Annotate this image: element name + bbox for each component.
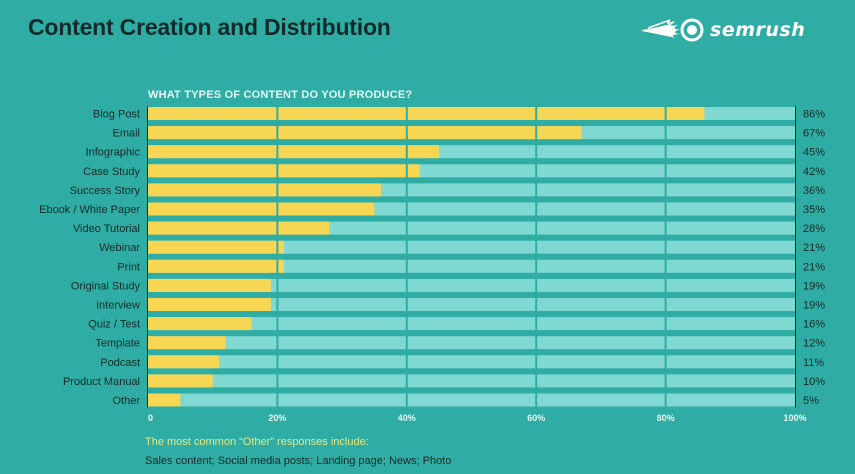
bar-track [148,298,795,311]
category-label: Product Manual [63,376,140,388]
semrush-comet-logo-icon [642,18,704,42]
bar [148,183,381,197]
category-label: Infographic [86,147,141,159]
value-label: 19% [803,300,825,312]
chart-title: WHAT TYPES OF CONTENT DO YOU PRODUCE? [148,89,413,101]
brand-logo: semrush [640,14,840,46]
x-tick-label: 20% [268,413,286,423]
bar [148,278,271,292]
value-label: 28% [803,223,825,235]
bar [148,336,226,350]
bar-track [148,393,795,407]
bar [148,374,213,388]
bar-track [148,278,795,292]
x-tick-label: 40% [398,413,416,423]
page-title: Content Creation and Distribution [28,14,391,40]
value-label: 11% [803,357,824,369]
brand-wordmark: semrush [710,19,806,41]
category-label: Template [95,338,140,350]
value-label: 16% [803,319,825,331]
category-label: Quiz / Test [88,319,140,331]
bar-track [148,355,795,369]
bar [148,145,440,159]
bar [148,126,582,140]
bar [148,259,284,273]
value-label: 10% [803,376,825,388]
category-label: Video Tutorial [73,223,140,235]
value-label: 5% [803,395,819,407]
bar-track [148,240,795,254]
footnote-title: The most common “Other” responses includ… [145,436,369,448]
value-label: 35% [803,204,825,216]
bar-track [148,317,795,331]
category-label: Print [117,261,140,273]
category-label: Other [112,395,140,407]
category-label: Email [112,128,140,140]
bar-track [148,336,795,350]
value-label: 21% [803,261,825,273]
bar [148,107,705,120]
x-tick-label: 80% [657,413,675,423]
value-label: 67% [803,128,825,140]
bar [148,393,181,407]
bar [148,164,420,178]
bar [148,202,375,216]
bar-track [148,374,795,388]
value-label: 12% [803,338,825,350]
category-label: Case Study [83,166,140,178]
bar [148,317,252,331]
bar [148,298,271,311]
footnote-body: Sales content; Social media posts; Landi… [145,455,452,467]
x-tick-label: 0 [148,413,153,423]
value-label: 36% [803,185,825,197]
x-tick-label: 60% [527,413,545,423]
category-label: Blog Post [93,109,140,121]
category-label: Webinar [99,242,140,254]
category-label: Ebook / White Paper [39,204,140,216]
category-label: Original Study [71,280,141,292]
category-label: Success Story [70,185,141,197]
value-label: 45% [803,147,825,159]
category-label: Interview [96,300,140,312]
value-label: 19% [803,280,825,292]
value-label: 86% [803,109,825,121]
bar-track [148,259,795,273]
value-label: 42% [803,166,825,178]
bar [148,221,330,235]
value-label: 21% [803,242,825,254]
category-label: Podcast [100,357,140,369]
x-tick-label: 100% [783,413,806,423]
bar [148,240,284,254]
bar [148,355,220,369]
